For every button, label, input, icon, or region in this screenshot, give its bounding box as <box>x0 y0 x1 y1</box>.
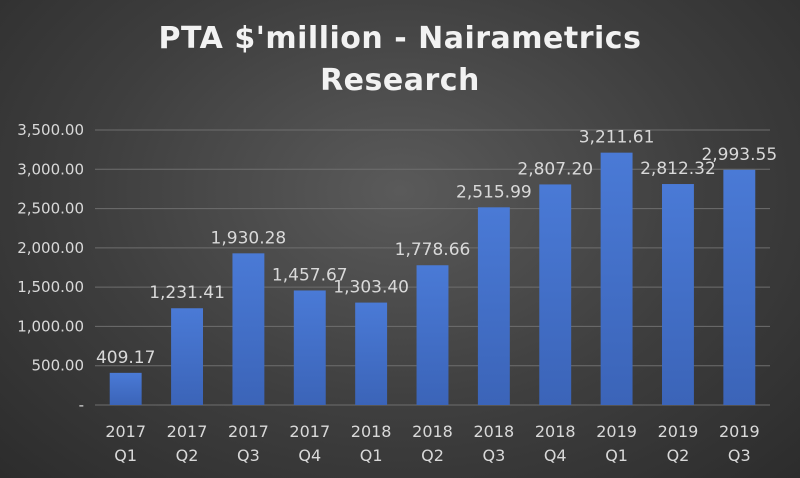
x-tick-label-year-8: 2019 <box>596 422 637 441</box>
bar-4 <box>355 302 388 405</box>
data-label-6: 2,515.99 <box>456 182 532 202</box>
data-labels: 409.17 1,231.41 1,930.28 1,457.671,303.40 1,… <box>96 128 777 368</box>
x-tick-label-year-9: 2019 <box>658 422 699 441</box>
x-tick-label-quarter-7: Q4 <box>544 446 567 465</box>
y-tick-label-5: 2,500.00 <box>17 200 84 218</box>
bar-10 <box>723 169 756 405</box>
bars <box>109 152 756 405</box>
bar-5 <box>416 265 449 405</box>
x-tick-label-quarter-4: Q1 <box>360 446 383 465</box>
x-tick-label-year-6: 2018 <box>474 422 515 441</box>
y-tick-label-7: 3,500.00 <box>17 121 84 139</box>
x-tick-label-year-0: 2017 <box>105 422 146 441</box>
bar-2 <box>232 253 265 405</box>
y-tick-label-1: 500.00 <box>32 357 85 375</box>
x-tick-label-quarter-5: Q2 <box>421 446 444 465</box>
y-tick-label-3: 1,500.00 <box>17 278 84 296</box>
x-tick-label-year-7: 2018 <box>535 422 576 441</box>
x-tick-label-year-2: 2017 <box>228 422 269 441</box>
x-tick-label-quarter-8: Q1 <box>605 446 628 465</box>
x-tick-label-quarter-10: Q3 <box>728 446 751 465</box>
x-tick-label-quarter-0: Q1 <box>114 446 137 465</box>
bar-3 <box>293 290 326 405</box>
x-tick-label-quarter-1: Q2 <box>176 446 199 465</box>
data-label-9: 2,812.32 <box>640 159 716 179</box>
data-label-5: 1,778.66 <box>395 240 471 260</box>
y-tick-label-4: 2,000.00 <box>17 239 84 257</box>
data-label-1: 1,231.41 <box>149 283 225 303</box>
x-tick-label-year-1: 2017 <box>167 422 208 441</box>
y-tick-label-6: 3,000.00 <box>17 160 84 178</box>
data-label-10: 2,993.55 <box>701 145 777 165</box>
data-label-3: 1,457.67 <box>272 265 348 285</box>
x-tick-label-year-4: 2018 <box>351 422 392 441</box>
x-tick-label-year-10: 2019 <box>719 422 760 441</box>
data-label-4: 1,303.40 <box>333 278 409 298</box>
bar-8 <box>600 152 633 405</box>
bar-9 <box>662 184 694 405</box>
chart-title: PTA $'million - Nairametrics Research <box>158 21 642 98</box>
x-tick-label-quarter-3: Q4 <box>298 446 321 465</box>
data-label-2: 1,930.28 <box>211 228 287 248</box>
bar-0 <box>109 372 142 405</box>
x-tick-label-quarter-2: Q3 <box>237 446 260 465</box>
y-tick-label-2: 1,000.00 <box>17 317 84 335</box>
x-tick-label-quarter-6: Q3 <box>482 446 505 465</box>
data-label-7: 2,807.20 <box>517 159 593 179</box>
y-tick-label-0: - <box>79 396 84 414</box>
data-label-8: 3,211.61 <box>579 128 655 148</box>
bar-1 <box>171 308 203 405</box>
bar-7 <box>539 184 572 405</box>
x-axis-category-labels: 2017 Q1 2017 Q2 2017 Q3 2017 Q4 2018 Q1 2018 Q2 2018… <box>105 422 759 465</box>
bar-6 <box>477 207 510 405</box>
x-tick-label-year-3: 2017 <box>289 422 330 441</box>
y-axis-tick-labels: - 500.00 1,000.00 1,500.00 2,000.00 2,500.00 3… <box>17 121 84 414</box>
data-label-0: 409.17 <box>96 348 155 368</box>
x-tick-label-quarter-9: Q2 <box>667 446 690 465</box>
x-tick-label-year-5: 2018 <box>412 422 453 441</box>
